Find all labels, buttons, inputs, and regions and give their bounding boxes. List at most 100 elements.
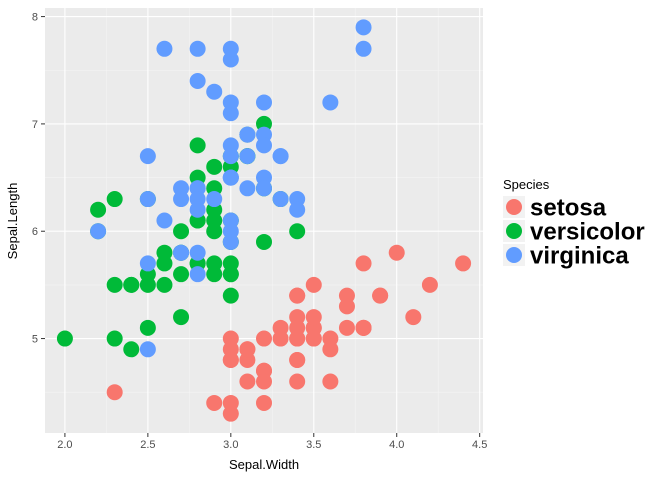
x-axis-title: Sepal.Width	[229, 457, 299, 472]
data-point-setosa	[455, 255, 472, 272]
data-point-setosa	[239, 341, 256, 358]
data-point-virginica	[256, 137, 272, 154]
data-point-virginica	[272, 148, 289, 165]
data-point-setosa	[322, 341, 339, 358]
data-point-setosa	[289, 319, 306, 336]
x-tick-label: 2.0	[57, 439, 72, 451]
data-point-versicolor	[206, 158, 223, 175]
data-point-virginica	[189, 72, 206, 89]
x-tick-label: 3.5	[306, 439, 321, 451]
legend-label-virginica: virginica	[530, 243, 629, 270]
data-point-versicolor	[106, 191, 123, 208]
data-point-setosa	[405, 309, 422, 326]
data-point-versicolor	[222, 287, 239, 304]
data-point-setosa	[206, 394, 223, 411]
data-point-versicolor	[139, 276, 156, 293]
legend-key-setosa	[506, 199, 522, 215]
data-point-virginica	[139, 255, 156, 272]
data-point-versicolor	[206, 223, 223, 240]
data-point-versicolor	[106, 330, 123, 347]
data-point-versicolor	[156, 276, 173, 293]
legend-label-setosa: setosa	[530, 195, 607, 222]
data-point-versicolor	[289, 223, 306, 240]
data-point-virginica	[355, 19, 372, 36]
legend-label-versicolor: versicolor	[530, 219, 645, 246]
data-point-setosa	[222, 394, 239, 411]
data-point-versicolor	[173, 309, 190, 326]
data-point-setosa	[305, 309, 322, 326]
data-point-setosa	[256, 373, 272, 390]
data-point-versicolor	[90, 201, 107, 218]
data-point-setosa	[305, 276, 322, 293]
data-point-virginica	[222, 40, 239, 57]
y-tick-label: 8	[32, 12, 38, 24]
data-point-setosa	[372, 287, 389, 304]
data-point-virginica	[206, 83, 223, 100]
data-point-virginica	[156, 40, 173, 57]
data-point-setosa	[355, 255, 372, 272]
data-point-versicolor	[123, 276, 140, 293]
data-point-versicolor	[222, 255, 239, 272]
data-point-virginica	[272, 191, 289, 208]
data-point-virginica	[355, 40, 372, 57]
y-axis-title: Sepal.Length	[5, 183, 20, 260]
data-point-setosa	[338, 298, 355, 315]
x-axis-ticks: 2.0 2.5 3.0 3.5 4.0 4.5	[57, 433, 487, 451]
data-point-virginica	[139, 341, 156, 358]
data-point-setosa	[338, 319, 355, 336]
data-point-setosa	[272, 330, 289, 347]
data-point-virginica	[256, 94, 272, 111]
data-point-setosa	[256, 330, 272, 347]
y-axis-ticks: 5 6 7 8	[32, 12, 45, 346]
data-point-setosa	[289, 373, 306, 390]
data-point-virginica	[239, 148, 256, 165]
data-point-versicolor	[206, 255, 223, 272]
data-point-setosa	[222, 330, 239, 347]
data-point-setosa	[289, 287, 306, 304]
data-point-versicolor	[106, 276, 123, 293]
data-point-setosa	[289, 352, 306, 369]
data-point-virginica	[289, 201, 306, 218]
x-tick-label: 2.5	[140, 439, 155, 451]
y-tick-label: 6	[32, 226, 38, 238]
data-point-virginica	[156, 212, 173, 229]
data-point-virginica	[189, 244, 206, 261]
data-point-versicolor	[173, 223, 190, 240]
data-point-setosa	[106, 384, 123, 401]
data-point-setosa	[388, 244, 405, 261]
data-point-virginica	[239, 126, 256, 143]
data-point-virginica	[189, 266, 206, 283]
legend-title: Species	[503, 177, 550, 192]
y-tick-label: 5	[32, 334, 38, 346]
data-point-versicolor	[189, 137, 206, 154]
data-point-versicolor	[139, 319, 156, 336]
data-point-virginica	[222, 169, 239, 186]
x-tick-label: 4.0	[389, 439, 404, 451]
data-point-setosa	[305, 330, 322, 347]
data-point-setosa	[222, 352, 239, 369]
data-points	[56, 19, 472, 422]
data-point-setosa	[239, 373, 256, 390]
x-tick-label: 3.0	[223, 439, 238, 451]
data-point-virginica	[173, 244, 190, 261]
minor-gridlines	[45, 8, 483, 433]
x-tick-label: 4.5	[472, 439, 487, 451]
data-point-setosa	[421, 276, 438, 293]
legend-key-versicolor	[506, 223, 522, 239]
data-point-versicolor	[173, 266, 190, 283]
data-point-virginica	[189, 40, 206, 57]
data-point-virginica	[139, 191, 156, 208]
data-point-virginica	[173, 191, 190, 208]
data-point-virginica	[90, 223, 107, 240]
data-point-virginica	[139, 148, 156, 165]
legend-key-virginica	[506, 247, 522, 263]
y-tick-label: 7	[32, 119, 38, 131]
data-point-virginica	[222, 148, 239, 165]
data-point-setosa	[256, 394, 272, 411]
data-point-virginica	[222, 233, 239, 250]
data-point-versicolor	[123, 341, 140, 358]
data-point-versicolor	[256, 233, 272, 250]
data-point-setosa	[322, 373, 339, 390]
